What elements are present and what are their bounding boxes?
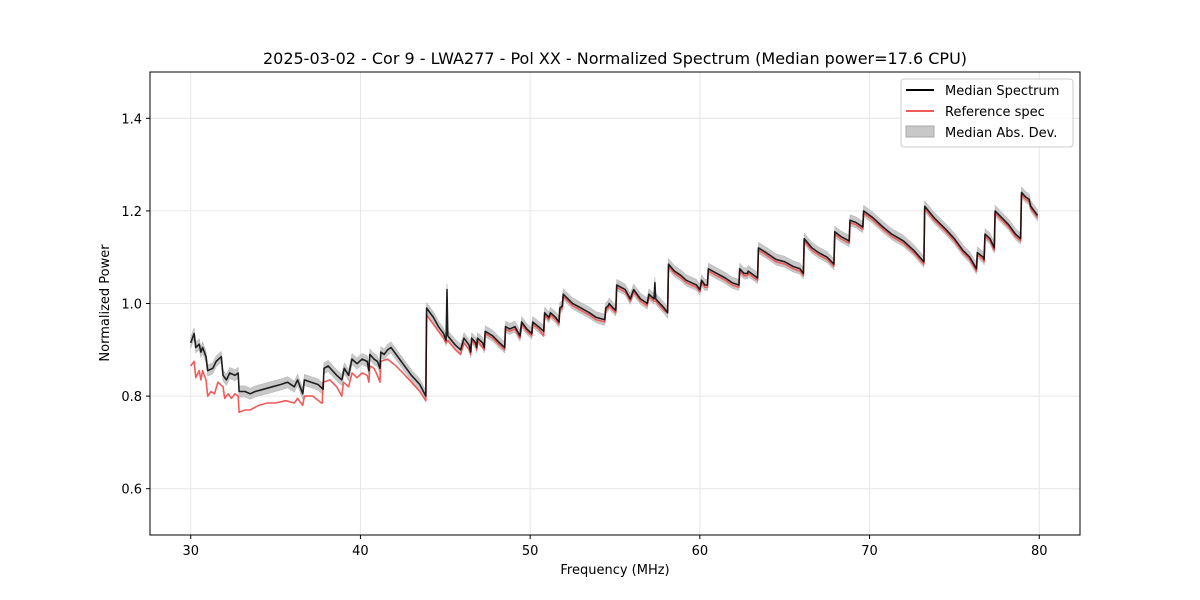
y-axis-ticks: 0.6 0.8 1.0 1.2 1.4 — [121, 112, 150, 498]
legend-mad-label: Median Abs. Dev. — [945, 126, 1057, 141]
y-tick-label: 0.8 — [121, 390, 142, 405]
legend-mad-swatch — [905, 125, 935, 138]
x-axis-label: Frequency (MHz) — [560, 563, 669, 578]
median-spectrum-line — [189, 191, 1039, 397]
legend-reference-label: Reference spec — [945, 105, 1045, 120]
legend-median-label: Median Spectrum — [945, 84, 1059, 99]
chart-title: 2025-03-02 - Cor 9 - LWA277 - Pol XX - N… — [263, 49, 967, 68]
y-tick-label: 1.2 — [121, 205, 142, 220]
x-tick-label: 40 — [352, 544, 369, 559]
x-tick-label: 30 — [182, 544, 199, 559]
legend: Median Spectrum Reference spec Median Ab… — [900, 78, 1074, 148]
x-tick-label: 50 — [522, 544, 539, 559]
y-tick-label: 1.4 — [121, 112, 142, 127]
y-tick-label: 1.0 — [121, 298, 142, 313]
legend-box — [900, 78, 1074, 148]
x-axis-ticks: 30 40 50 60 70 80 — [182, 535, 1048, 559]
x-tick-label: 60 — [692, 544, 709, 559]
y-axis-label: Normalized Power — [98, 244, 113, 362]
y-tick-label: 0.6 — [121, 483, 142, 498]
x-tick-label: 80 — [1031, 544, 1048, 559]
median-series-layer — [189, 191, 1039, 397]
x-tick-label: 70 — [861, 544, 878, 559]
